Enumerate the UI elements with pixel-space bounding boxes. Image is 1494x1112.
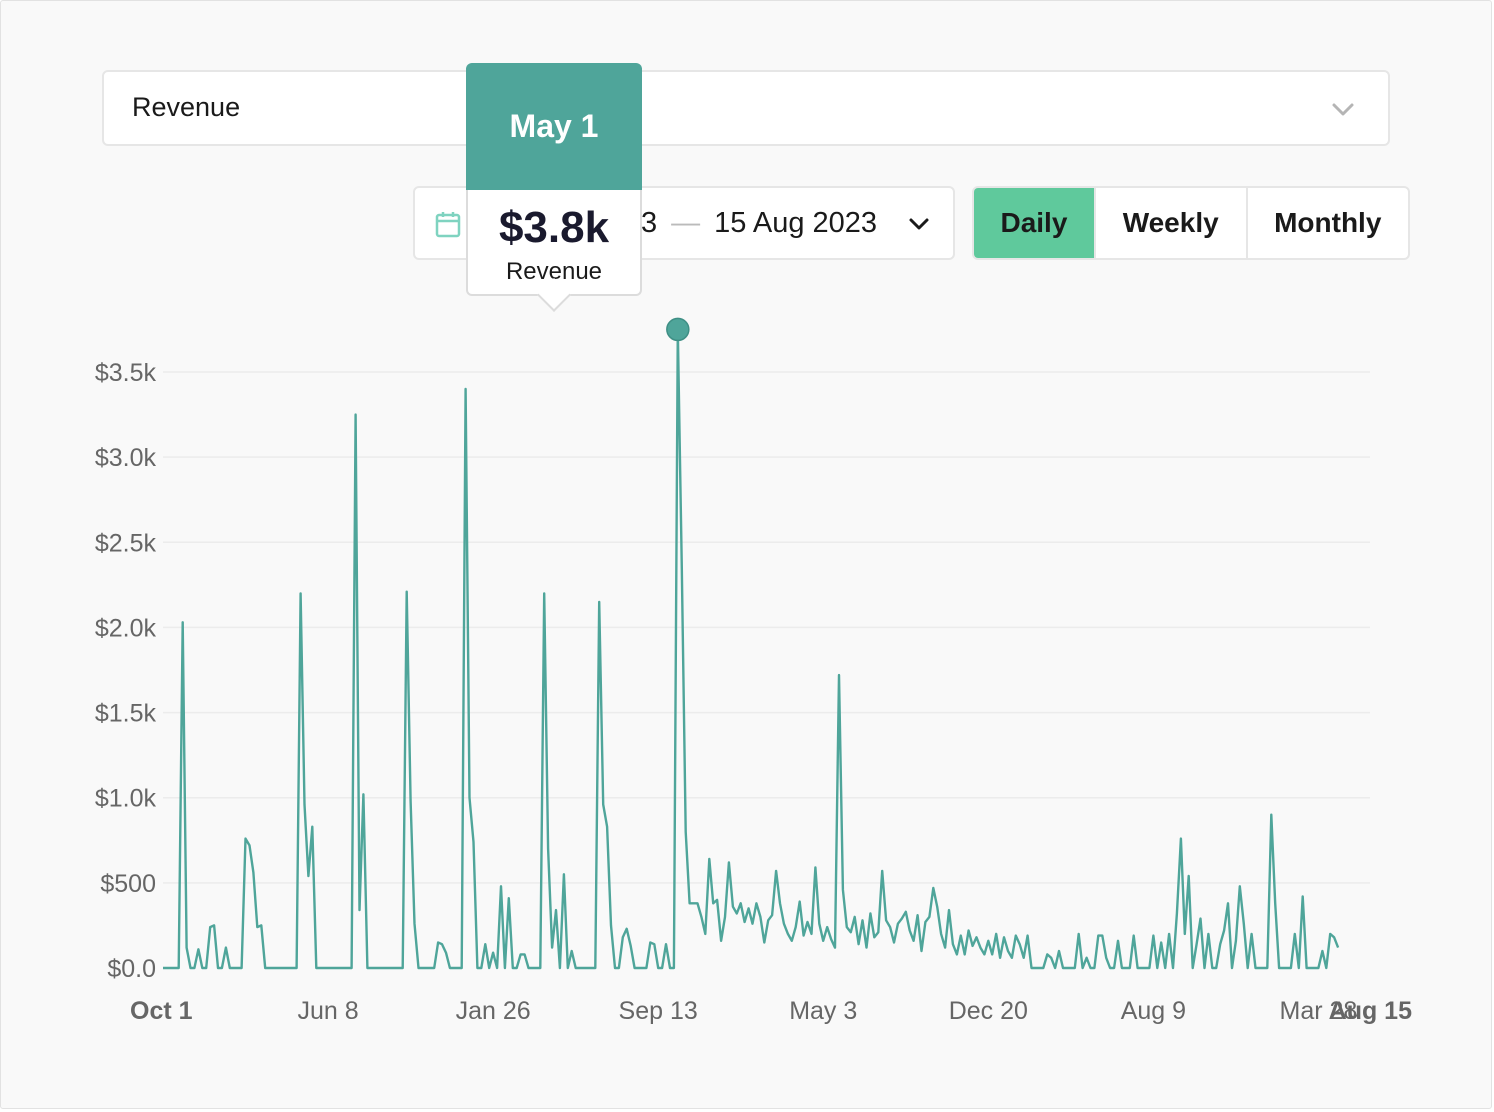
x-tick-label: Oct 1 bbox=[130, 997, 193, 1025]
y-tick-label: $2.5k bbox=[95, 529, 157, 557]
date-range-end: 15 Aug 2023 bbox=[714, 207, 878, 239]
granularity-daily-button[interactable]: Daily bbox=[974, 188, 1096, 258]
granularity-toggle: Daily Weekly Monthly bbox=[972, 186, 1410, 260]
x-tick-label: Aug 9 bbox=[1121, 997, 1186, 1025]
y-tick-label: $3.0k bbox=[95, 444, 157, 472]
y-tick-label: $1.0k bbox=[95, 785, 157, 813]
x-tick-label: Jun 8 bbox=[297, 997, 358, 1025]
y-tick-label: $2.0k bbox=[95, 614, 157, 642]
date-range-text: 3—15 Aug 2023 bbox=[641, 207, 878, 239]
x-tick-label: May 3 bbox=[789, 997, 857, 1025]
tooltip-date: May 1 bbox=[466, 63, 642, 190]
x-tick-label: Dec 20 bbox=[949, 997, 1028, 1025]
metric-select-value: Revenue bbox=[132, 92, 241, 122]
x-tick-label: Mar 28 bbox=[1280, 997, 1358, 1025]
x-tick-label: Jan 26 bbox=[456, 997, 531, 1025]
y-tick-label: $0.0 bbox=[107, 955, 156, 983]
chart-tooltip: May 1 $3.8k Revenue bbox=[466, 63, 642, 312]
chevron-down-icon bbox=[1332, 103, 1354, 116]
x-tick-label: Aug 15 bbox=[1329, 997, 1412, 1025]
granularity-weekly-button[interactable]: Weekly bbox=[1096, 188, 1248, 258]
y-tick-label: $500 bbox=[100, 870, 156, 898]
tooltip-value: $3.8k bbox=[498, 203, 610, 252]
x-tick-label: Sep 13 bbox=[619, 997, 698, 1025]
granularity-monthly-button[interactable]: Monthly bbox=[1274, 207, 1382, 238]
date-range-start-fragment: 3 bbox=[641, 207, 658, 239]
metric-select[interactable]: Revenue bbox=[102, 70, 1390, 146]
highlight-point[interactable] bbox=[666, 317, 690, 342]
y-tick-label: $1.5k bbox=[95, 700, 157, 728]
y-tick-label: $3.5k bbox=[95, 359, 157, 387]
calendar-icon bbox=[435, 212, 461, 238]
chevron-down-icon bbox=[909, 218, 929, 230]
series-line-revenue bbox=[163, 328, 1340, 970]
tooltip-body: $3.8k Revenue bbox=[466, 190, 642, 312]
